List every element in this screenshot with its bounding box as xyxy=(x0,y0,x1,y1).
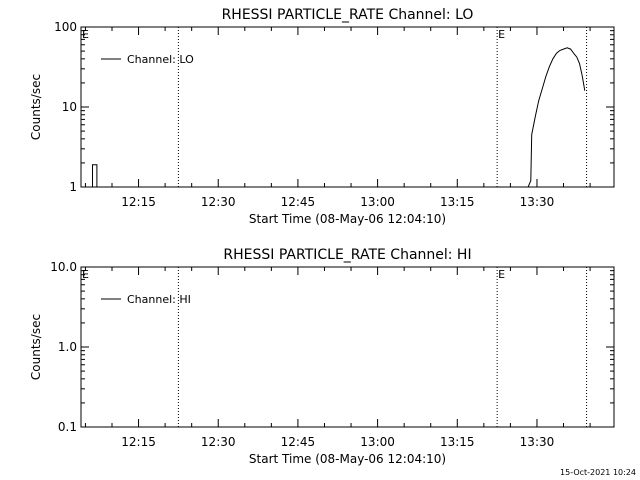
lo-x-tick-label: 13:30 xyxy=(520,195,555,209)
lo-x-tick-label: 12:30 xyxy=(201,195,236,209)
lo-y-tick-label: 1 xyxy=(69,180,77,194)
hi-x-tick-label: 12:45 xyxy=(281,435,316,449)
lo-x-axis-label: Start Time (08-May-06 12:04:10) xyxy=(249,212,446,226)
footer-timestamp: 15-Oct-2021 10:24 xyxy=(560,468,636,477)
hi-y-axis-label: Counts/sec xyxy=(29,314,43,380)
lo-y-tick-label: 100 xyxy=(54,20,77,34)
hi-x-tick-label: 13:15 xyxy=(440,435,475,449)
hi-x-tick-label: 13:00 xyxy=(360,435,395,449)
hi-plot-frame xyxy=(80,266,615,428)
lo-channel-panel: RHESSI PARTICLE_RATE Channel: LO 1 10 100 12… xyxy=(29,7,615,226)
hi-legend-label: Channel: HI xyxy=(127,293,191,306)
hi-chart-title: RHESSI PARTICLE_RATE Channel: HI xyxy=(223,247,471,263)
lo-x-tick-label: 12:15 xyxy=(121,195,156,209)
hi-y-tick-label: 0.1 xyxy=(58,420,77,434)
lo-y-tick-label: 10 xyxy=(62,100,77,114)
lo-y-axis-label: Counts/sec xyxy=(29,74,43,140)
hi-x-tick-label: 13:30 xyxy=(520,435,555,449)
lo-series-line xyxy=(91,164,98,188)
hi-x-tick-label: 12:15 xyxy=(121,435,156,449)
lo-series-line xyxy=(527,47,586,188)
lo-x-tick-label: 13:00 xyxy=(360,195,395,209)
hi-y-tick-label: 10.0 xyxy=(50,260,77,274)
hi-x-axis-label: Start Time (08-May-06 12:04:10) xyxy=(249,452,446,466)
hi-y-tick-label: 1.0 xyxy=(58,340,77,354)
hi-x-tick-label: 12:30 xyxy=(201,435,236,449)
lo-x-tick-label: 13:15 xyxy=(440,195,475,209)
lo-plot-frame xyxy=(80,26,615,188)
hi-event-marker-label: E xyxy=(498,268,505,281)
hi-event-marker-label: E xyxy=(82,268,89,281)
lo-event-marker-label: E xyxy=(498,28,505,41)
lo-x-tick-label: 12:45 xyxy=(281,195,316,209)
hi-channel-panel: RHESSI PARTICLE_RATE Channel: HI 0.1 1.0 10… xyxy=(29,247,615,466)
lo-chart-title: RHESSI PARTICLE_RATE Channel: LO xyxy=(222,7,474,23)
lo-event-marker-label: E xyxy=(82,28,89,41)
lo-legend-label: Channel: LO xyxy=(127,53,194,66)
